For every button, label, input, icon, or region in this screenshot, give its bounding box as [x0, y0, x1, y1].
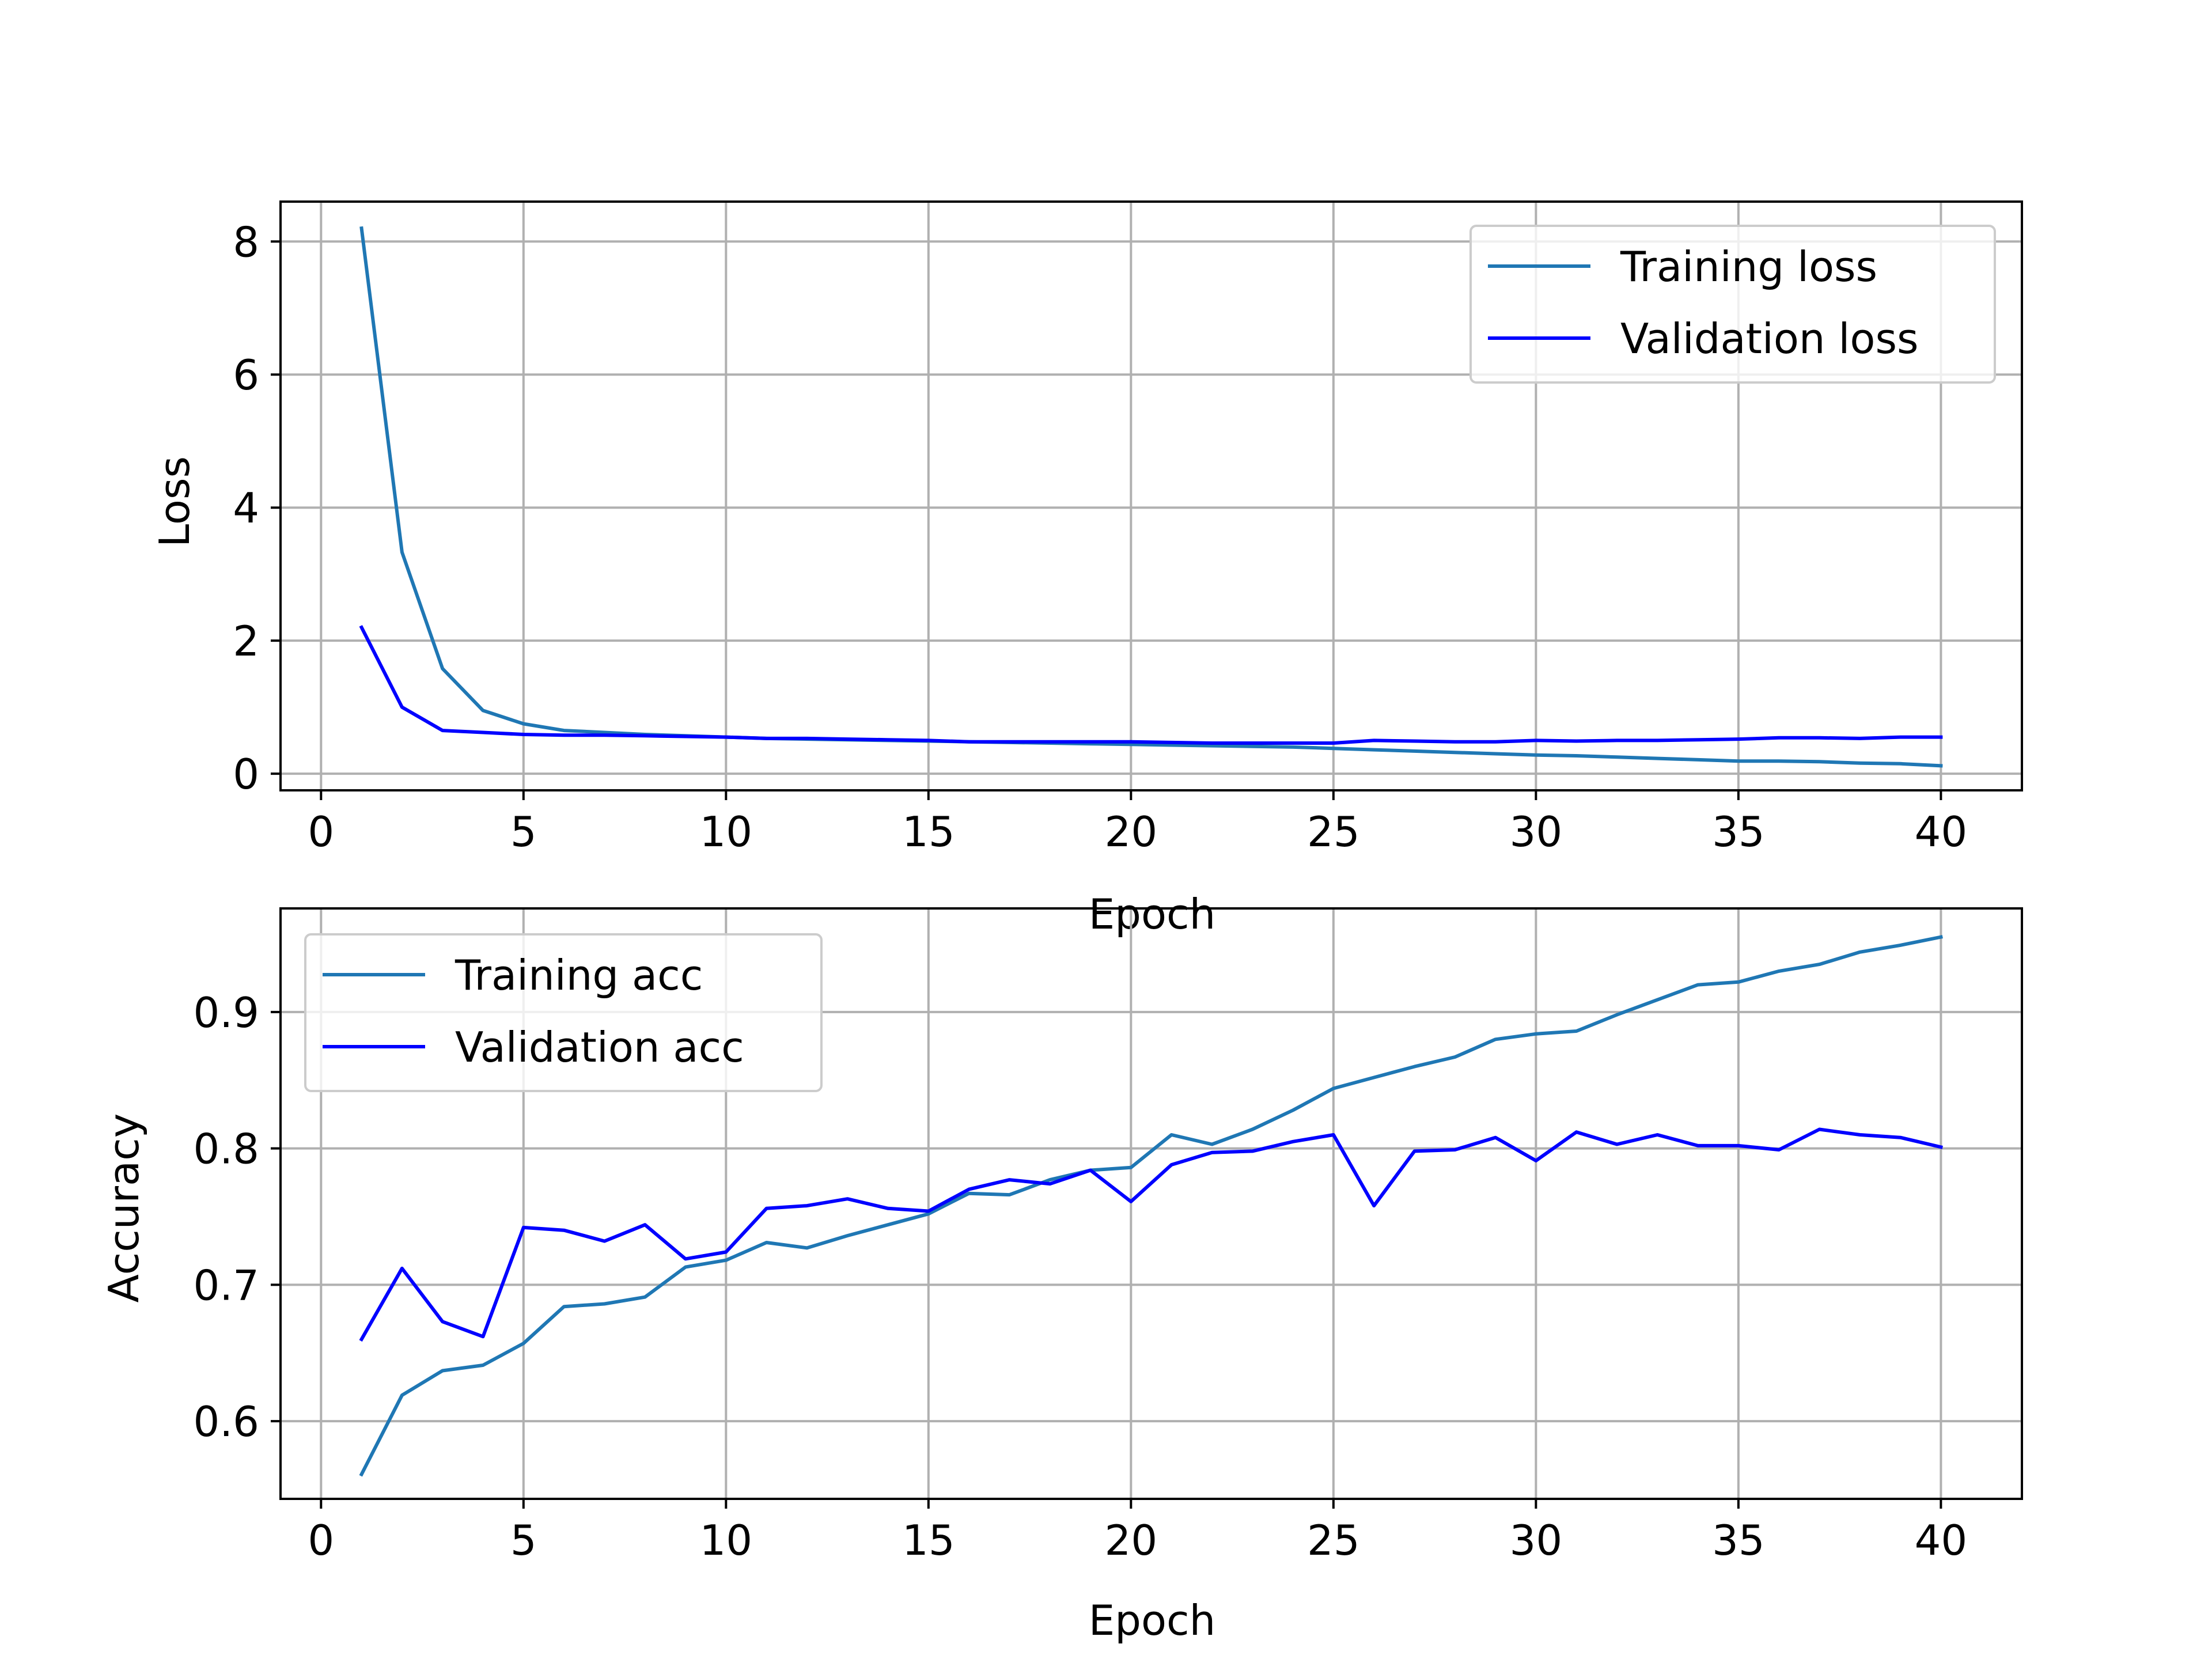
loss-x-axis-label: Epoch	[1089, 890, 1215, 938]
accuracy-y-tick-label: 0.6	[193, 1397, 259, 1446]
loss-x-tick-label: 5	[510, 808, 537, 856]
loss-x-tick-label: 40	[1915, 808, 1968, 856]
accuracy-plot-frame	[279, 907, 2023, 1500]
accuracy-y-tick-label: 0.7	[193, 1261, 259, 1309]
accuracy-legend-box	[304, 933, 823, 1092]
loss-y-tick-label: 6	[233, 351, 259, 399]
accuracy-legend-label-validation-acc: Validation acc	[455, 1023, 744, 1071]
loss-series-validation-loss-line	[359, 625, 1943, 745]
accuracy-x-tick-label: 30	[1510, 1516, 1563, 1565]
accuracy-x-tick-label: 25	[1307, 1516, 1360, 1565]
accuracy-series-training-acc-line	[359, 935, 1943, 1477]
loss-legend-label-validation-loss: Validation loss	[1620, 315, 1919, 363]
accuracy-y-axis-label: Accuracy	[100, 1113, 148, 1303]
loss-x-tick-label: 30	[1510, 808, 1563, 856]
accuracy-x-tick-label: 0	[308, 1516, 334, 1565]
accuracy-y-tick-label: 0.9	[193, 988, 259, 1037]
loss-y-tick-label: 8	[233, 218, 259, 266]
accuracy-plot-area: 0 5 10 15 20 25 30 35 40 0.6 0.7 0.8 0.9 Training acc…	[193, 907, 2023, 1565]
accuracy-x-tick-label: 10	[700, 1516, 753, 1565]
loss-x-tick-label: 25	[1307, 808, 1360, 856]
accuracy-x-tick-label: 5	[510, 1516, 537, 1565]
accuracy-x-tick-label: 40	[1915, 1516, 1968, 1565]
accuracy-x-tick-label: 15	[902, 1516, 955, 1565]
accuracy-series-validation-acc-line	[359, 1127, 1944, 1342]
loss-x-tick-label: 15	[902, 808, 955, 856]
loss-panel: 0 5 10 15 20 25 30 35 40 0 2 4 6 8 Training loss Valida…	[150, 200, 2023, 938]
loss-plot-area: 0 5 10 15 20 25 30 35 40 0 2 4 6 8 Training loss Valida…	[233, 200, 2023, 856]
loss-x-tick-label: 35	[1712, 808, 1765, 856]
accuracy-x-tick-label: 35	[1712, 1516, 1765, 1565]
accuracy-legend-label-training-acc: Training acc	[454, 951, 703, 999]
loss-x-tick-label: 0	[308, 808, 334, 856]
loss-y-tick-label: 4	[233, 484, 259, 532]
loss-y-axis-label: Loss	[150, 456, 199, 547]
loss-legend: Training loss Validation loss	[1469, 225, 1996, 384]
loss-series-training-loss-line	[359, 226, 1943, 768]
accuracy-legend: Training acc Validation acc	[304, 933, 823, 1092]
accuracy-panel: 0 5 10 15 20 25 30 35 40 0.6 0.7 0.8 0.9 Training acc…	[100, 907, 2023, 1645]
loss-x-tick-label: 20	[1105, 808, 1158, 856]
loss-plot-frame	[279, 200, 2023, 791]
loss-y-tick-label: 0	[233, 750, 259, 798]
accuracy-x-axis-label: Epoch	[1089, 1596, 1215, 1645]
loss-legend-box	[1469, 225, 1996, 384]
loss-legend-label-training-loss: Training loss	[1620, 243, 1877, 291]
accuracy-y-tick-label: 0.8	[193, 1125, 259, 1173]
accuracy-x-tick-label: 20	[1105, 1516, 1158, 1565]
loss-x-tick-label: 10	[700, 808, 753, 856]
loss-y-tick-label: 2	[233, 617, 259, 665]
